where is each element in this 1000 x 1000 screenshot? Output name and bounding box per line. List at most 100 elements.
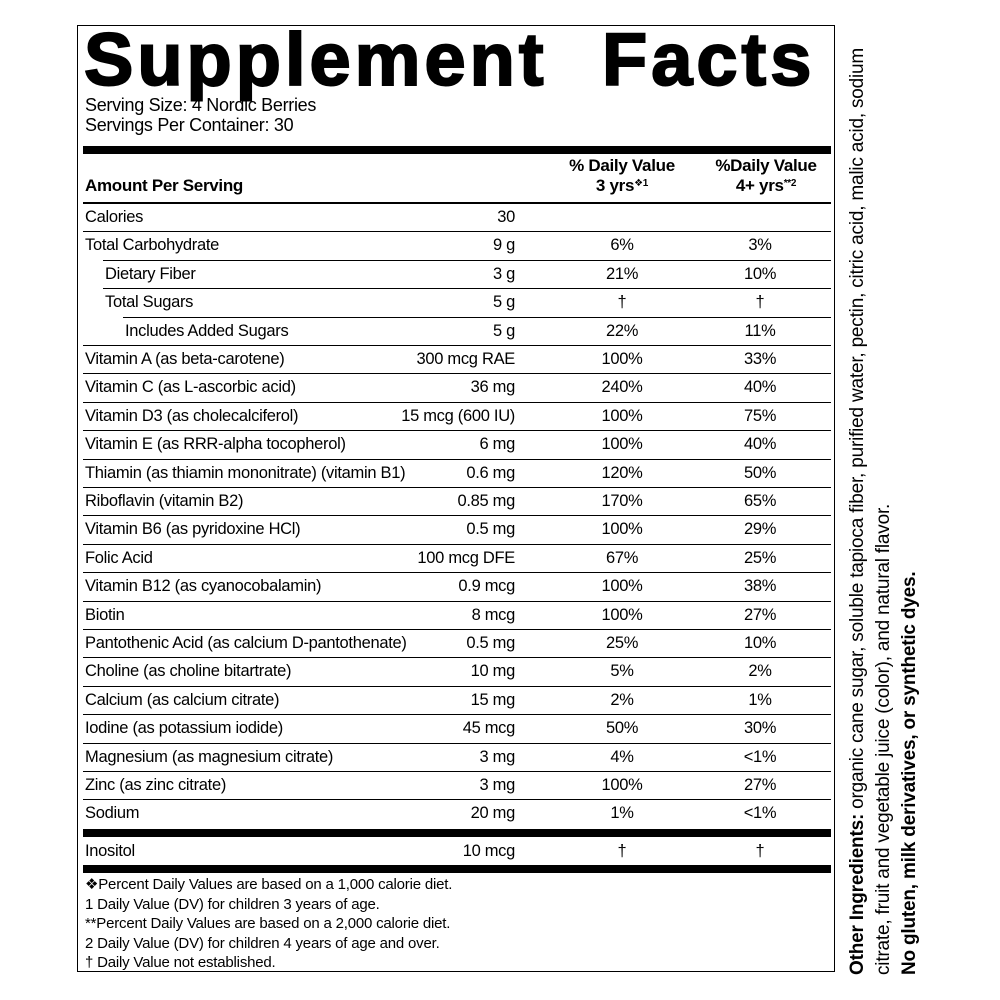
daily-value-3yrs: 5%: [610, 662, 634, 681]
amount: 0.5 mg: [466, 634, 515, 652]
daily-value-4yrs: 33%: [743, 350, 777, 368]
daily-value-3yrs: 25%: [605, 634, 639, 652]
dv-header: %Daily Value 4+ yrs**2: [686, 157, 846, 195]
amount: 45 mcg: [462, 719, 516, 738]
daily-value-4yrs: 29%: [743, 520, 777, 539]
daily-value-4yrs: 38%: [743, 577, 777, 596]
daily-value-4yrs: 40%: [743, 378, 777, 397]
daily-value-3yrs: 1%: [610, 804, 634, 823]
amount: 100 mcg DFE: [417, 548, 515, 567]
daily-value-3yrs: 100%: [601, 350, 643, 368]
daily-value-4yrs: †: [755, 293, 765, 312]
nutrient-name: Total Carbohydrate: [85, 236, 220, 255]
amount: 15 mg: [470, 690, 516, 709]
nutrient-name: Riboflavin (vitamin B2): [85, 492, 244, 510]
daily-value-3yrs: †: [617, 293, 627, 312]
other-ingredients: Other Ingredients: organic cane sugar, s…: [845, 15, 897, 975]
allergen-note: No gluten, milk derivatives, or syntheti…: [899, 571, 920, 975]
nutrient-name: Calcium (as calcium citrate): [85, 690, 280, 709]
nutrient-name: Vitamin B12 (as cyanocobalamin): [85, 577, 322, 596]
daily-value-3yrs: 100%: [601, 520, 643, 539]
row-rule: [83, 515, 831, 517]
row-rule: [83, 685, 831, 687]
amount: 5 g: [492, 321, 515, 340]
side-text: Other Ingredients: organic cane sugar, s…: [845, 15, 923, 975]
nutrient-name: Thiamin (as thiamin mononitrate) (vitami…: [85, 463, 406, 482]
daily-value-3yrs: 240%: [601, 378, 643, 397]
amount-header: Amount Per Serving: [85, 176, 244, 195]
nutrient-name: Biotin: [85, 605, 125, 624]
daily-value-3yrs: 120%: [601, 463, 643, 482]
row-rule: [83, 373, 831, 375]
amount: 8 mcg: [471, 605, 516, 624]
thick-rule: [83, 865, 831, 874]
row-rule: [123, 316, 831, 318]
title: Supplement Facts: [83, 17, 816, 102]
nutrient-name: Calories: [85, 208, 144, 226]
nutrient-name: Folic Acid: [85, 548, 153, 567]
footnote-mark: **2: [783, 178, 797, 189]
row-rule: [103, 288, 831, 290]
daily-value-3yrs: 6%: [610, 236, 634, 255]
daily-value-3yrs: 100%: [601, 605, 643, 624]
dv-header-age: 4+ yrs**2: [686, 175, 846, 195]
daily-value-4yrs: 3%: [748, 236, 772, 255]
dv-header: % Daily Value 3 yrs❖1: [542, 157, 702, 195]
nutrient-name: Vitamin E (as RRR-alpha tocopherol): [85, 435, 346, 454]
row-rule: [83, 629, 831, 630]
daily-value-4yrs: 50%: [743, 463, 777, 482]
nutrient-name: Sodium: [85, 804, 140, 823]
nutrient-name: Magnesium (as magnesium citrate): [85, 747, 334, 766]
amount: 30: [497, 208, 515, 226]
age: 3 yrs: [595, 176, 635, 195]
label-border: [77, 25, 835, 972]
dv-header-label: %Daily Value: [715, 156, 817, 175]
amount: 300 mcg RAE: [416, 350, 516, 368]
daily-value-4yrs: 10%: [743, 264, 777, 283]
nutrient-name: Includes Added Sugars: [125, 321, 289, 340]
row-rule: [83, 600, 831, 602]
footnote: † Daily Value not established.: [85, 954, 276, 972]
amount: 9 g: [492, 236, 515, 255]
amount: 10 mg: [470, 662, 516, 681]
daily-value-4yrs: 1%: [748, 690, 772, 709]
age: 4+ yrs: [735, 176, 784, 195]
nutrient-name: Vitamin C (as L-ascorbic acid): [85, 378, 296, 397]
amount: 10 mcg: [462, 841, 516, 860]
row-rule: [83, 231, 831, 233]
nutrient-name: Zinc (as zinc citrate): [85, 776, 227, 794]
footnote: 1 Daily Value (DV) for children 3 years …: [85, 895, 380, 913]
daily-value-3yrs: 100%: [601, 435, 643, 454]
amount: 0.5 mg: [466, 520, 515, 539]
daily-value-4yrs: 27%: [743, 605, 777, 624]
dv-header-age: 3 yrs❖1: [542, 175, 702, 195]
daily-value-4yrs: 65%: [743, 492, 777, 510]
daily-value-3yrs: 67%: [605, 548, 639, 567]
thick-rule: [83, 828, 831, 837]
daily-value-3yrs: 50%: [605, 719, 639, 738]
daily-value-4yrs: <1%: [743, 747, 777, 766]
footnote: ❖Percent Daily Values are based on a 1,0…: [85, 876, 453, 894]
amount: 5 g: [492, 293, 515, 312]
footnote: 2 Daily Value (DV) for children 4 years …: [85, 934, 440, 952]
serving-size: Serving Size: 4 Nordic Berries: [85, 95, 317, 115]
row-rule: [83, 742, 831, 744]
daily-value-3yrs: 100%: [601, 577, 643, 596]
nutrient-name: Vitamin D3 (as cholecalciferol): [85, 406, 299, 425]
daily-value-4yrs: 30%: [743, 719, 777, 738]
daily-value-4yrs: 2%: [748, 662, 772, 681]
row-rule: [83, 572, 831, 574]
amount: 0.9 mcg: [458, 577, 515, 596]
row-rule: [83, 799, 831, 801]
daily-value-3yrs: 4%: [610, 747, 634, 766]
daily-value-4yrs: <1%: [743, 804, 777, 823]
amount: 36 mg: [470, 378, 516, 397]
daily-value-3yrs: 2%: [610, 690, 634, 709]
daily-value-4yrs: 11%: [744, 321, 776, 340]
daily-value-4yrs: 27%: [743, 776, 777, 794]
amount: 3 g: [492, 264, 515, 283]
nutrient-name: Vitamin A (as beta-carotene): [85, 350, 285, 368]
thick-rule: [83, 146, 831, 154]
amount: 0.85 mg: [457, 492, 515, 510]
